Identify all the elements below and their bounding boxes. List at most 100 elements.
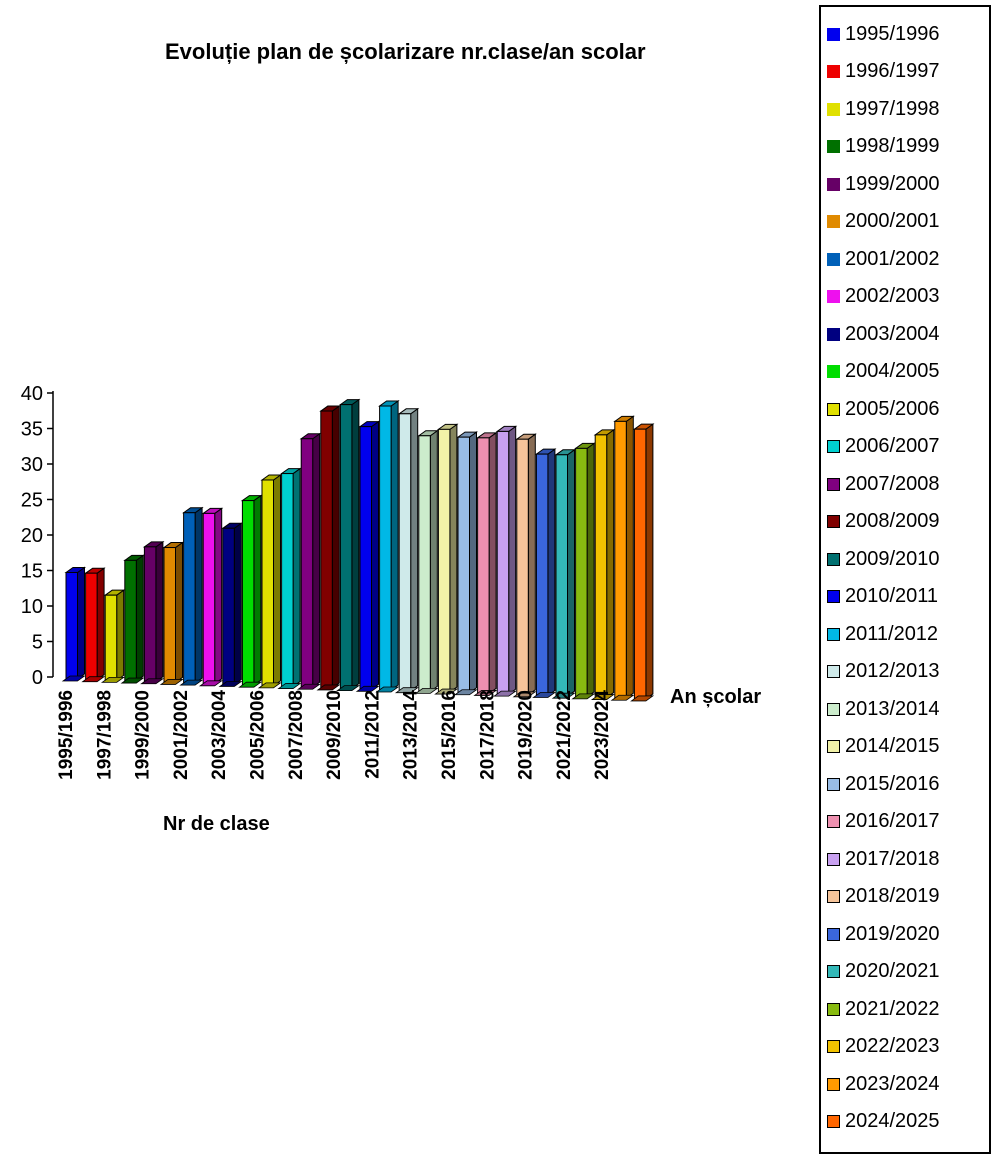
legend-item: 1996/1997 xyxy=(827,57,940,87)
bar xyxy=(414,429,439,694)
y-tick-label: 10 xyxy=(21,596,43,618)
x-tick-label: 2007/2008 xyxy=(286,690,307,780)
legend-label: 2012/2013 xyxy=(845,660,940,682)
legend-label: 2023/2024 xyxy=(845,1072,940,1095)
legend-swatch xyxy=(827,27,840,41)
legend-label: 2005/2006 xyxy=(845,397,940,420)
bar xyxy=(316,405,341,691)
legend-swatch xyxy=(827,1002,840,1016)
legend-swatch xyxy=(827,402,840,416)
bar xyxy=(590,428,616,700)
x-tick-label: 1997/1998 xyxy=(94,690,115,780)
legend-item: 2014/2015 xyxy=(827,732,940,762)
bar xyxy=(336,398,361,692)
legend-swatch xyxy=(827,740,840,753)
legend-label: 1999/2000 xyxy=(845,172,940,195)
legend-label: 2004/2005 xyxy=(845,360,940,382)
legend-label: 2000/2001 xyxy=(845,210,940,232)
x-tick-label: 2001/2002 xyxy=(171,690,192,780)
legend-swatch xyxy=(827,327,840,341)
x-tick-label: 2015/2016 xyxy=(439,690,460,780)
legend-swatch xyxy=(827,65,840,78)
legend-label: 1998/1999 xyxy=(845,135,940,157)
legend-item: 2005/2006 xyxy=(827,394,940,424)
bar xyxy=(81,567,106,683)
y-tick-label: 15 xyxy=(21,561,43,583)
legend-label: 2002/2003 xyxy=(845,285,940,307)
bar xyxy=(355,420,381,692)
legend-item: 2015/2016 xyxy=(827,769,940,799)
bar xyxy=(159,541,185,685)
legend-item: 2004/2005 xyxy=(827,357,940,387)
bar xyxy=(296,432,322,690)
legend-label: 2010/2011 xyxy=(845,585,939,607)
legend-label: 2006/2007 xyxy=(845,435,940,457)
legend-label: 2017/2018 xyxy=(845,847,940,870)
legend-item: 2006/2007 xyxy=(827,432,940,462)
legend-item: 2008/2009 xyxy=(827,507,940,537)
legend-item: 1998/1999 xyxy=(827,132,940,162)
legend-item: 1995/1996 xyxy=(827,19,940,49)
legend-swatch xyxy=(827,1040,840,1053)
legend-swatch xyxy=(827,965,840,978)
bar xyxy=(120,554,145,684)
x-tick-label: 2003/2004 xyxy=(209,690,230,780)
legend-item: 1997/1998 xyxy=(827,94,940,124)
legend-label: 2008/2009 xyxy=(845,510,940,532)
legend-swatch xyxy=(827,365,840,378)
y-tick-label: 5 xyxy=(32,632,43,654)
legend-item: 2019/2020 xyxy=(827,919,940,949)
bar xyxy=(571,442,596,700)
legend-swatch xyxy=(827,552,840,566)
bar xyxy=(512,433,537,698)
legend-item: 2003/2004 xyxy=(827,319,940,349)
x-tick-label: 2017/2018 xyxy=(477,690,498,780)
legend-label: 1997/1998 xyxy=(845,97,940,120)
legend-swatch xyxy=(827,1077,840,1091)
bar xyxy=(277,467,302,689)
bar xyxy=(532,448,557,698)
legend-item: 2010/2011 xyxy=(827,582,938,612)
legend-item: 2002/2003 xyxy=(827,282,940,312)
legend-swatch xyxy=(827,815,840,828)
legend-swatch xyxy=(827,665,840,678)
legend-item: 2016/2017 xyxy=(827,807,940,837)
legend-item: 2022/2023 xyxy=(827,1032,940,1062)
legend-swatch xyxy=(827,515,840,528)
legend-label: 2019/2020 xyxy=(845,922,940,945)
legend-swatch xyxy=(827,1115,840,1128)
legend-label: 2018/2019 xyxy=(845,885,940,907)
legend-label: 2009/2010 xyxy=(845,547,940,570)
legend-swatch xyxy=(827,590,840,603)
bar xyxy=(610,415,635,701)
legend-item: 2013/2014 xyxy=(827,694,940,724)
y-tick-label: 25 xyxy=(21,490,43,512)
legend-swatch xyxy=(827,252,840,266)
legend-label: 2001/2002 xyxy=(845,247,940,270)
x-tick-label: 2021/2022 xyxy=(554,690,575,780)
bar xyxy=(100,589,126,683)
depth-axis-title: An școlar xyxy=(670,686,761,708)
legend-item: 2009/2010 xyxy=(827,544,940,574)
legend-label: 2007/2008 xyxy=(845,472,940,495)
y-tick-label: 0 xyxy=(32,667,43,689)
legend-swatch xyxy=(827,702,840,716)
legend-item: 2000/2001 xyxy=(827,207,940,237)
legend-label: 1995/1996 xyxy=(845,22,940,45)
legend-label: 2022/2023 xyxy=(845,1035,940,1057)
x-tick-label: 2005/2006 xyxy=(248,690,269,780)
legend-item: 2020/2021 xyxy=(827,957,940,987)
bar xyxy=(238,494,263,688)
legend-swatch xyxy=(827,627,840,641)
legend-label: 2011/2012 xyxy=(845,622,939,645)
x-tick-label: 1999/2000 xyxy=(133,690,154,780)
bar xyxy=(492,425,518,697)
legend: 1995/1996 1996/1997 1997/1998 1998/1999 1999… xyxy=(819,5,991,1154)
bar xyxy=(434,423,459,695)
legend-swatch xyxy=(827,890,840,903)
y-tick-label: 35 xyxy=(21,419,43,441)
legend-label: 2024/2025 xyxy=(845,1110,940,1132)
legend-item: 2021/2022 xyxy=(827,994,940,1024)
legend-item: 2024/2025 xyxy=(827,1107,940,1137)
legend-item: 2007/2008 xyxy=(827,469,940,499)
